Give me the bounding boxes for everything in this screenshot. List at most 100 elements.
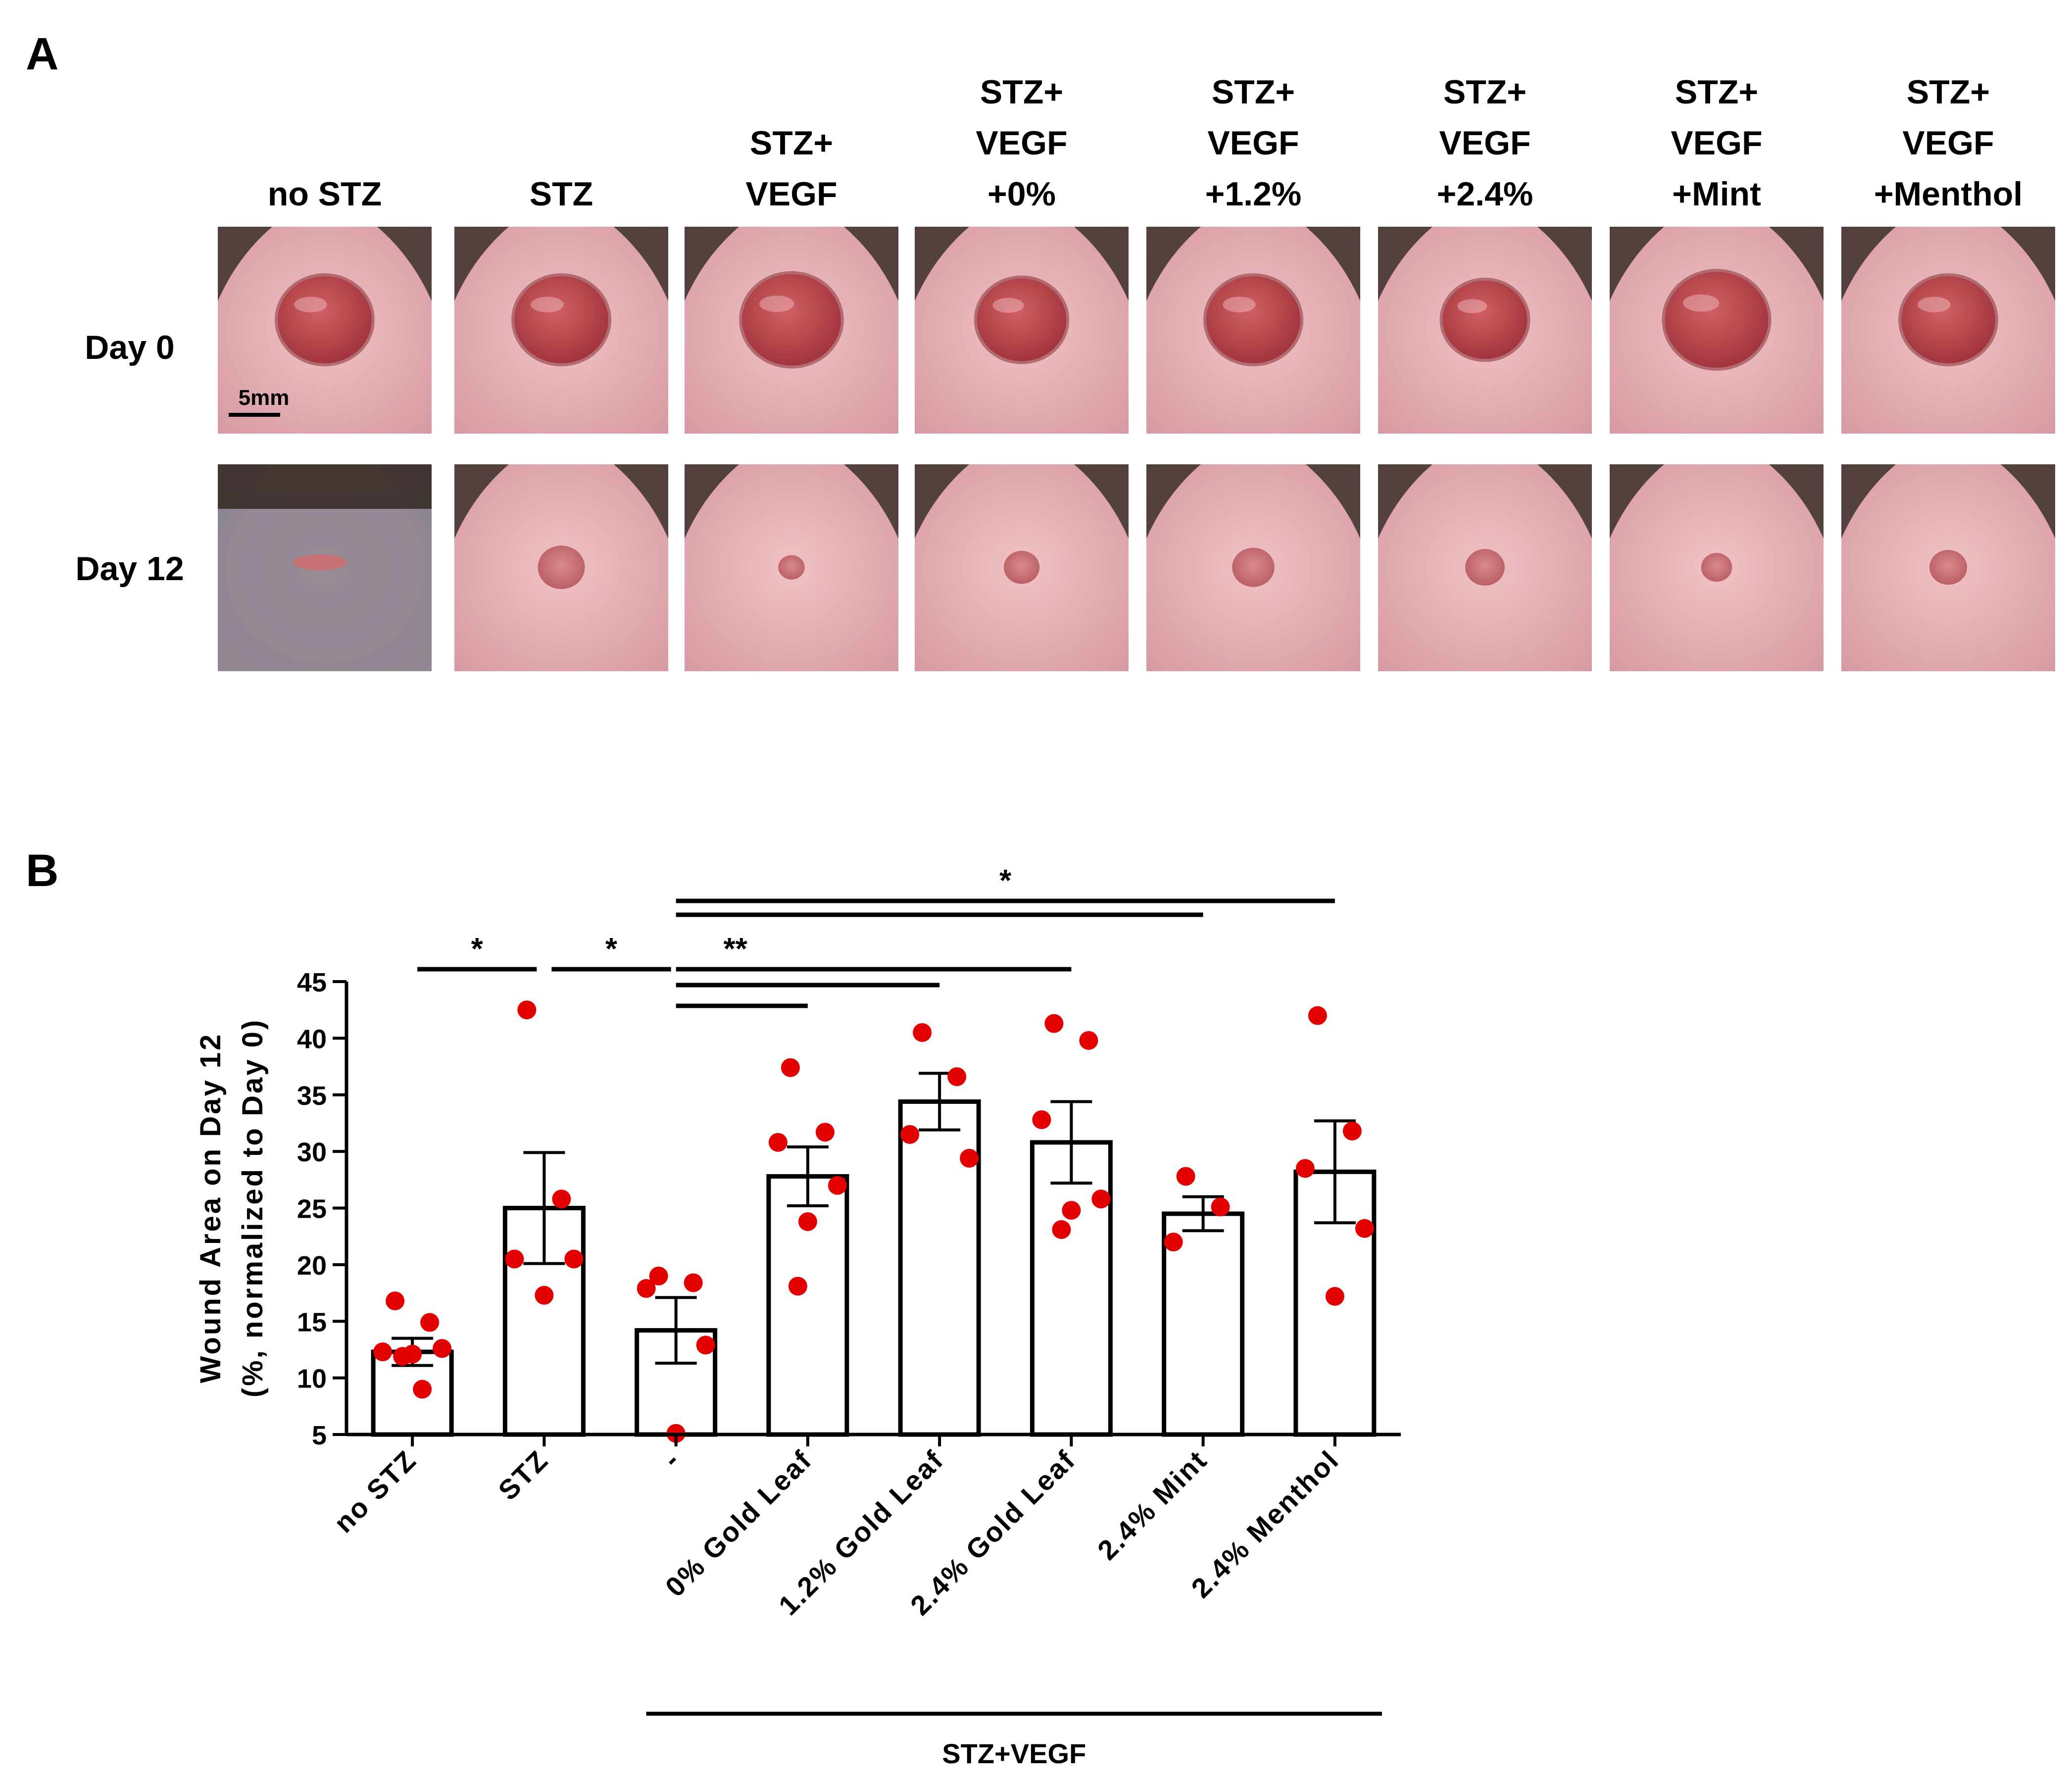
row-label-day0: Day 0	[85, 329, 174, 366]
photo-shaved-fur	[218, 494, 432, 671]
photo-fur	[1306, 227, 1360, 301]
photo-fur	[915, 464, 969, 539]
panel-b-label: B	[26, 845, 58, 896]
photo-fur	[614, 227, 668, 301]
data-point-6-0	[1176, 1167, 1195, 1186]
column-header-2-line-1: VEGF	[745, 175, 837, 213]
column-header-5-line-2: +2.4%	[1437, 175, 1533, 213]
wound-photo-day0-1	[454, 227, 668, 434]
wound-photo-day0-3	[915, 227, 1129, 434]
group-bracket: STZ+VEGF	[646, 1712, 1382, 1769]
data-point-0-6	[413, 1380, 432, 1399]
x-tick-label-0: no STZ	[328, 1444, 422, 1538]
wound	[1901, 276, 1995, 364]
wound-photo-day0-0	[218, 227, 432, 434]
data-point-0-0	[386, 1291, 405, 1311]
data-point-0-3	[433, 1339, 452, 1358]
data-point-3-0	[781, 1058, 800, 1077]
column-header-2-line-0: STZ+	[750, 124, 833, 162]
data-point-7-4	[1325, 1287, 1344, 1306]
wound	[1665, 272, 1769, 368]
photo-fur	[915, 227, 969, 301]
column-header-4-line-1: VEGF	[1207, 124, 1299, 162]
y-tick-label: 10	[297, 1364, 327, 1394]
data-point-3-1	[815, 1123, 835, 1142]
column-headers: no STZ STZ STZ+ VEGF STZ+ VEGF +0% STZ+ VEGF +1.2…	[268, 73, 2023, 213]
data-point-5-5	[1052, 1220, 1071, 1239]
y-axis-label-line-1: (%, normalized to Day 0)	[237, 1018, 269, 1397]
wound	[1465, 549, 1505, 586]
data-point-2-2	[637, 1279, 656, 1298]
wound-highlight	[294, 297, 327, 313]
wound-photo-day12-3	[915, 464, 1129, 671]
column-header-3-line-0: STZ+	[980, 73, 1063, 111]
data-point-5-4	[1062, 1201, 1081, 1220]
column-header-7-line-0: STZ+	[1907, 73, 1990, 111]
column-header-1-line-0: STZ	[530, 175, 593, 213]
data-point-0-1	[420, 1313, 440, 1332]
photo-fur	[844, 464, 898, 539]
wound-photo-day0-6	[1610, 227, 1824, 434]
y-tick-label: 20	[297, 1251, 327, 1281]
wound	[1929, 549, 1967, 585]
photo-fur	[454, 464, 509, 539]
data-points	[373, 1000, 1374, 1443]
wound-photo-day0-4	[1146, 227, 1360, 434]
column-header-3-line-1: VEGF	[976, 124, 1067, 162]
photo-fur	[2001, 464, 2055, 539]
photo-fur	[1769, 464, 1824, 539]
y-tick-label: 35	[297, 1081, 327, 1111]
photo-fur	[1378, 464, 1432, 539]
data-point-5-0	[1044, 1014, 1064, 1033]
photo-fur	[614, 464, 668, 539]
wound	[977, 278, 1067, 361]
data-point-2-0	[649, 1266, 668, 1286]
column-header-6-line-1: VEGF	[1671, 124, 1762, 162]
wound-photo-day12-1	[454, 464, 668, 671]
wound-highlight	[1457, 299, 1487, 313]
photo-fur	[1610, 464, 1664, 539]
bar-chart: Wound Area on Day 12 (%, normalized to Da…	[195, 864, 1401, 1769]
data-point-1-4	[535, 1286, 554, 1305]
data-point-5-3	[1091, 1189, 1111, 1209]
data-point-6-2	[1164, 1233, 1183, 1252]
photo-fur	[844, 227, 898, 301]
photo-fur	[1378, 227, 1432, 301]
photo-fur	[1769, 227, 1824, 301]
wound	[278, 276, 372, 364]
data-point-1-3	[564, 1249, 584, 1269]
significance-brackets: * * ***	[417, 864, 1335, 1008]
data-point-7-0	[1308, 1006, 1327, 1025]
column-header-5-line-0: STZ+	[1443, 73, 1527, 111]
sig-label-6: *	[999, 864, 1012, 898]
wound	[293, 554, 347, 571]
data-point-1-0	[517, 1000, 537, 1020]
sig-label-1: *	[605, 932, 618, 966]
bar-5	[1030, 1140, 1113, 1437]
wound-photo-day0-5	[1378, 227, 1592, 434]
data-point-3-2	[768, 1133, 788, 1152]
wound-highlight	[759, 296, 794, 312]
wound	[778, 555, 805, 580]
wound	[742, 274, 841, 366]
x-tick-label-6: 2.4% Mint	[1091, 1444, 1213, 1566]
wound-photo-day12-6	[1610, 464, 1824, 671]
wound-photo-day12-7	[1841, 464, 2055, 671]
data-point-7-2	[1295, 1159, 1315, 1178]
error-bars	[392, 1072, 1356, 1367]
y-axis-label-line-0: Wound Area on Day 12	[195, 1033, 227, 1383]
data-point-2-1	[684, 1273, 703, 1292]
y-tick-label: 15	[297, 1307, 327, 1337]
photo-fur	[685, 464, 739, 539]
photo-fur	[2001, 227, 2055, 301]
column-header-4-line-0: STZ+	[1212, 73, 1295, 111]
wound-highlight	[1683, 294, 1720, 312]
column-header-6-line-0: STZ+	[1675, 73, 1758, 111]
column-header-7-line-1: VEGF	[1902, 124, 1994, 162]
data-point-4-1	[947, 1067, 967, 1087]
wound-highlight	[992, 297, 1024, 313]
data-point-3-5	[788, 1277, 807, 1296]
y-axis-label: Wound Area on Day 12 (%, normalized to Da…	[195, 1018, 269, 1397]
wound-photo-day0-7	[1841, 227, 2055, 434]
